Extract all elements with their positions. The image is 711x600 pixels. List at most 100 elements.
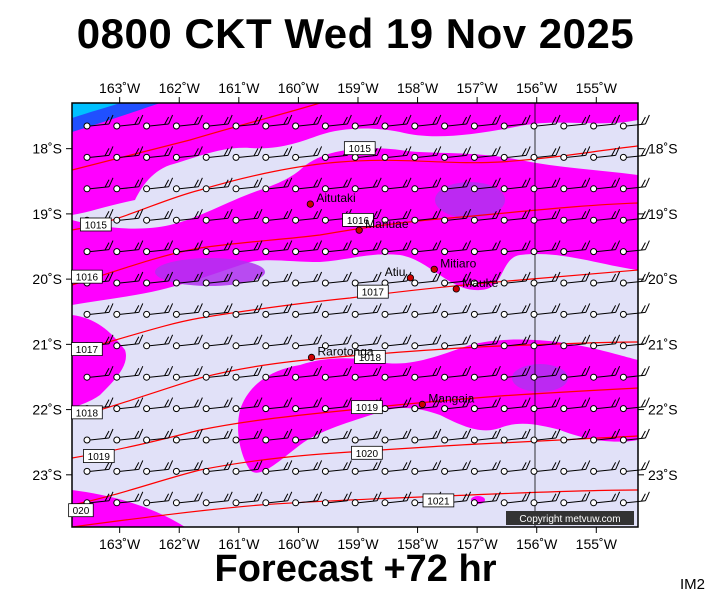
wind-barb <box>172 365 203 381</box>
lon-label-bottom: 158˚W <box>397 536 439 552</box>
svg-text:1015: 1015 <box>349 144 372 155</box>
wind-barb <box>172 491 203 507</box>
wind-barb <box>560 240 591 256</box>
wind-barb <box>411 334 442 350</box>
wind-barb <box>113 428 144 444</box>
wind-barb <box>172 114 203 130</box>
wind-barb <box>381 365 412 381</box>
wind-barb <box>83 428 114 444</box>
wind-barb <box>619 208 650 224</box>
wind-barb <box>500 177 531 193</box>
wind-barb <box>619 271 650 287</box>
wind-barb <box>530 303 561 318</box>
wind-barb <box>113 397 144 413</box>
wind-barb <box>590 365 621 381</box>
wind-barb <box>262 271 293 287</box>
wind-barb <box>143 365 174 381</box>
place-mauke: Mauke <box>452 276 499 293</box>
wind-barb <box>143 208 174 224</box>
wind-barb <box>202 428 233 444</box>
wind-barb <box>232 240 263 256</box>
wind-barb <box>292 271 323 287</box>
wind-barb <box>560 303 591 318</box>
forecast-label: Forecast +72 hr <box>214 548 497 590</box>
wind-barb <box>83 114 114 130</box>
wind-barb <box>619 428 650 444</box>
svg-text:020: 020 <box>73 506 90 517</box>
lon-label-top: 156˚W <box>516 80 558 96</box>
place-mangaia: Mangaia <box>418 391 475 408</box>
svg-text:Mitiaro: Mitiaro <box>440 256 476 270</box>
wind-barb <box>292 365 323 381</box>
lon-label-top: 162˚W <box>159 80 201 96</box>
wind-barb <box>441 114 472 130</box>
wind-barb <box>232 114 263 130</box>
wind-barb <box>619 303 650 318</box>
wind-barb <box>321 397 352 413</box>
wind-barb <box>143 491 174 507</box>
wind-barb <box>202 208 233 224</box>
lon-label-top: 158˚W <box>397 80 439 96</box>
wind-barb <box>351 271 382 287</box>
wind-barb <box>470 271 501 287</box>
wind-barb <box>143 397 174 413</box>
wind-barb <box>172 303 203 318</box>
svg-text:1021: 1021 <box>427 496 450 507</box>
wind-barb <box>411 208 442 224</box>
wind-barb <box>381 334 412 350</box>
wind-barb <box>202 240 233 256</box>
wind-barb <box>172 208 203 224</box>
map-title: 0800 CKT Wed 19 Nov 2025 <box>76 10 635 57</box>
wind-barb <box>500 303 531 318</box>
wind-barb <box>113 177 144 193</box>
wind-barb <box>351 303 382 318</box>
wind-barb <box>113 460 144 475</box>
wind-barb <box>292 114 323 130</box>
svg-text:1016: 1016 <box>76 273 99 284</box>
wind-barb <box>590 491 621 507</box>
wind-barb <box>83 303 114 318</box>
wind-barb <box>113 365 144 381</box>
wind-barb <box>172 397 203 413</box>
svg-text:Atiu: Atiu <box>385 265 406 279</box>
wind-barb <box>143 303 174 318</box>
wind-barb <box>411 428 442 444</box>
wind-barb <box>351 240 382 256</box>
wind-barb <box>143 460 174 475</box>
lat-label-left: 21˚S <box>32 336 62 352</box>
wind-barb <box>441 303 472 318</box>
lon-label-top: 163˚W <box>99 80 141 96</box>
wind-barb <box>619 177 650 193</box>
wind-barb <box>500 208 531 224</box>
wind-barb <box>321 177 352 193</box>
wind-barb <box>441 271 472 287</box>
wind-barb <box>590 397 621 413</box>
wind-barb <box>530 146 561 161</box>
wind-barb <box>232 334 263 350</box>
wind-barb <box>351 114 382 130</box>
wind-barb <box>590 428 621 444</box>
isobar-label: 1015 <box>80 217 112 231</box>
wind-barb <box>590 208 621 224</box>
wind-barb <box>441 334 472 350</box>
wind-barb <box>590 460 621 475</box>
wind-barb <box>292 208 323 224</box>
wind-barb <box>470 208 501 224</box>
wind-barb <box>262 460 293 475</box>
wind-barb <box>321 303 352 318</box>
wind-barb <box>381 146 412 161</box>
lat-label-left: 20˚S <box>32 271 62 287</box>
wind-barb <box>262 114 293 130</box>
wind-barb <box>530 240 561 256</box>
svg-text:1017: 1017 <box>76 345 99 356</box>
wind-barb <box>590 271 621 287</box>
wind-barb <box>262 334 293 350</box>
wind-barb <box>381 491 412 507</box>
image-code: IM2 <box>679 576 705 593</box>
lon-label-top: 160˚W <box>278 80 320 96</box>
wind-barb <box>530 177 561 193</box>
map-frame <box>71 102 639 528</box>
wind-barb <box>232 397 263 413</box>
wind-barb <box>232 303 263 318</box>
wind-barb <box>530 208 561 224</box>
